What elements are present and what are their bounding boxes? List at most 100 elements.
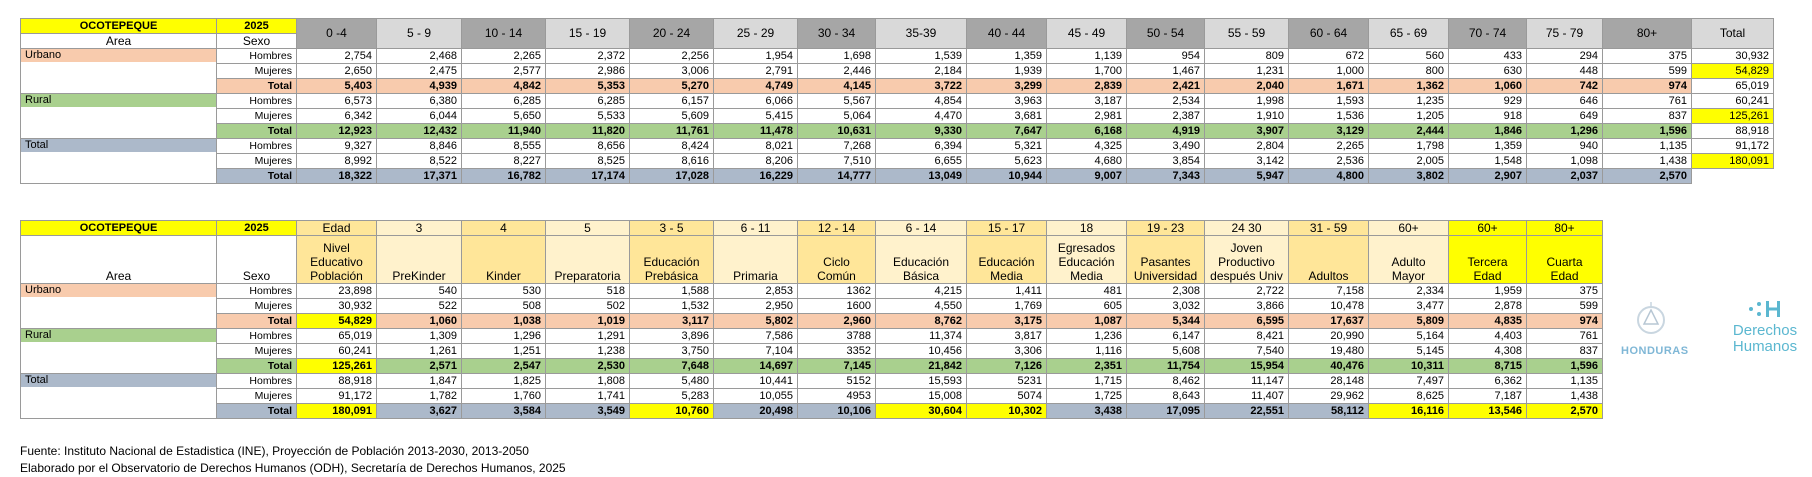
value-cell: 11,754 [1126, 358, 1205, 374]
derechos-logo-line2: Humanos [1732, 338, 1798, 355]
value-cell: 809 [1204, 48, 1289, 64]
sexo-cell: Mujeres [216, 108, 297, 124]
level-header: Adulto Mayor [1368, 235, 1449, 284]
value-cell: 6,655 [875, 153, 967, 169]
value-cell: 10,311 [1368, 358, 1449, 374]
age-range-header: 19 - 23 [1126, 220, 1205, 236]
value-cell: 1,998 [1204, 93, 1289, 109]
value-cell: 630 [1448, 63, 1527, 79]
table-title: OCOTEPEQUE [20, 18, 217, 34]
age-range-header: 15 - 17 [966, 220, 1047, 236]
coat-of-arms-icon [1637, 302, 1665, 334]
table-row: Rural Hombres 65,019 1,309 1,296 1,291 3,896 7,… [20, 328, 1603, 374]
derechos-logo-line1: Derechos [1732, 322, 1798, 339]
value-cell: 4,842 [461, 78, 546, 94]
table-row: Mujeres 60,241 1,261 1,251 1,238 3,750 7,104 33… [21, 343, 1603, 359]
value-cell: 91,172 [296, 388, 377, 404]
value-cell: 20,498 [713, 403, 798, 419]
level-header-line: Productivo [1218, 255, 1275, 269]
value-cell: 2,570 [1602, 168, 1692, 184]
area-cell: Urbano [20, 283, 217, 329]
value-cell: 11,761 [629, 123, 714, 139]
age-header: 50 - 54 [1126, 18, 1205, 49]
value-cell: 1,238 [545, 343, 630, 359]
value-cell: 1,135 [1602, 138, 1692, 154]
value-cell: 17,637 [1288, 313, 1369, 329]
age-header: 55 - 59 [1204, 18, 1289, 49]
value-cell: 375 [1602, 48, 1692, 64]
value-cell: 1,596 [1602, 123, 1692, 139]
value-cell: 4,939 [376, 78, 462, 94]
value-cell: 10,106 [797, 403, 876, 419]
value-cell: 3,896 [629, 328, 714, 344]
value-cell: 3,963 [966, 93, 1047, 109]
value-cell: 88,918 [296, 373, 377, 389]
value-cell: 21,842 [875, 358, 967, 374]
value-cell: 2,536 [1288, 153, 1369, 169]
total-cell [1692, 169, 1774, 184]
value-cell: 8,656 [545, 138, 630, 154]
value-cell: 8,525 [545, 153, 630, 169]
value-cell: 929 [1448, 93, 1527, 109]
value-cell: 1,847 [376, 373, 462, 389]
level-header-line: Educación [978, 255, 1035, 269]
value-cell: 3,750 [629, 343, 714, 359]
value-cell: 1,593 [1288, 93, 1369, 109]
sexo-cell: Hombres [216, 48, 297, 64]
value-cell: 6,573 [296, 93, 377, 109]
value-cell: 4,308 [1448, 343, 1527, 359]
level-header-line: PreKinder [392, 269, 446, 283]
age-header: 65 - 69 [1368, 18, 1449, 49]
value-cell: 30,932 [296, 298, 377, 314]
value-cell: 12,923 [296, 123, 377, 139]
value-cell: 1,467 [1126, 63, 1205, 79]
total-cell: 88,918 [1691, 123, 1774, 139]
value-cell: 448 [1526, 63, 1603, 79]
value-cell: 3,627 [376, 403, 462, 419]
value-cell: 1,296 [461, 328, 546, 344]
value-cell: 5,270 [629, 78, 714, 94]
total-cell: 60,241 [1691, 93, 1774, 109]
value-cell: 7,510 [797, 153, 876, 169]
level-header: Preparatoria [545, 235, 630, 284]
value-cell: 2,530 [545, 358, 630, 374]
age-header: 80+ [1602, 18, 1692, 49]
value-cell: 1,135 [1526, 373, 1603, 389]
value-cell: 8,462 [1126, 373, 1205, 389]
level-header-line: después Univ [1210, 269, 1283, 283]
value-cell: 3,142 [1204, 153, 1289, 169]
level-header-line: Mayor [1391, 269, 1426, 283]
value-cell: 10,055 [713, 388, 798, 404]
value-cell: 761 [1526, 328, 1603, 344]
level-header-line: Común [817, 269, 856, 283]
value-cell: 1,782 [376, 388, 462, 404]
value-cell: 2,308 [1126, 283, 1205, 299]
value-cell: 1,715 [1046, 373, 1127, 389]
sexo-cell: Hombres [216, 328, 297, 344]
value-cell: 2,334 [1368, 283, 1449, 299]
value-cell: 3,438 [1046, 403, 1127, 419]
area-cell: Total [20, 138, 217, 184]
value-cell: 8,992 [296, 153, 377, 169]
level-header-line: Media [990, 269, 1023, 283]
value-cell: 4,800 [1288, 168, 1369, 184]
age-header: 10 - 14 [461, 18, 546, 49]
table-row: Total Hombres 9,327 8,846 8,555 8,656 8,424 8,0… [20, 138, 1774, 184]
value-cell: 125,261 [296, 358, 377, 374]
value-cell: 1,596 [1526, 358, 1603, 374]
value-cell: 3,866 [1204, 298, 1289, 314]
value-cell: 2,950 [713, 298, 798, 314]
value-cell: 10,944 [966, 168, 1047, 184]
value-cell: 1,954 [713, 48, 798, 64]
age-range-header: 6 - 14 [875, 220, 967, 236]
value-cell: 3,306 [966, 343, 1047, 359]
age-header: 70 - 74 [1448, 18, 1527, 49]
value-cell: 540 [376, 283, 462, 299]
level-header-line: Nivel [323, 241, 350, 255]
value-cell: 1,548 [1448, 153, 1527, 169]
value-cell: 1,959 [1448, 283, 1527, 299]
age-header: 15 - 19 [545, 18, 630, 49]
level-header: PreKinder [376, 235, 462, 284]
value-cell: 3,006 [629, 63, 714, 79]
value-cell: 2,722 [1204, 283, 1289, 299]
